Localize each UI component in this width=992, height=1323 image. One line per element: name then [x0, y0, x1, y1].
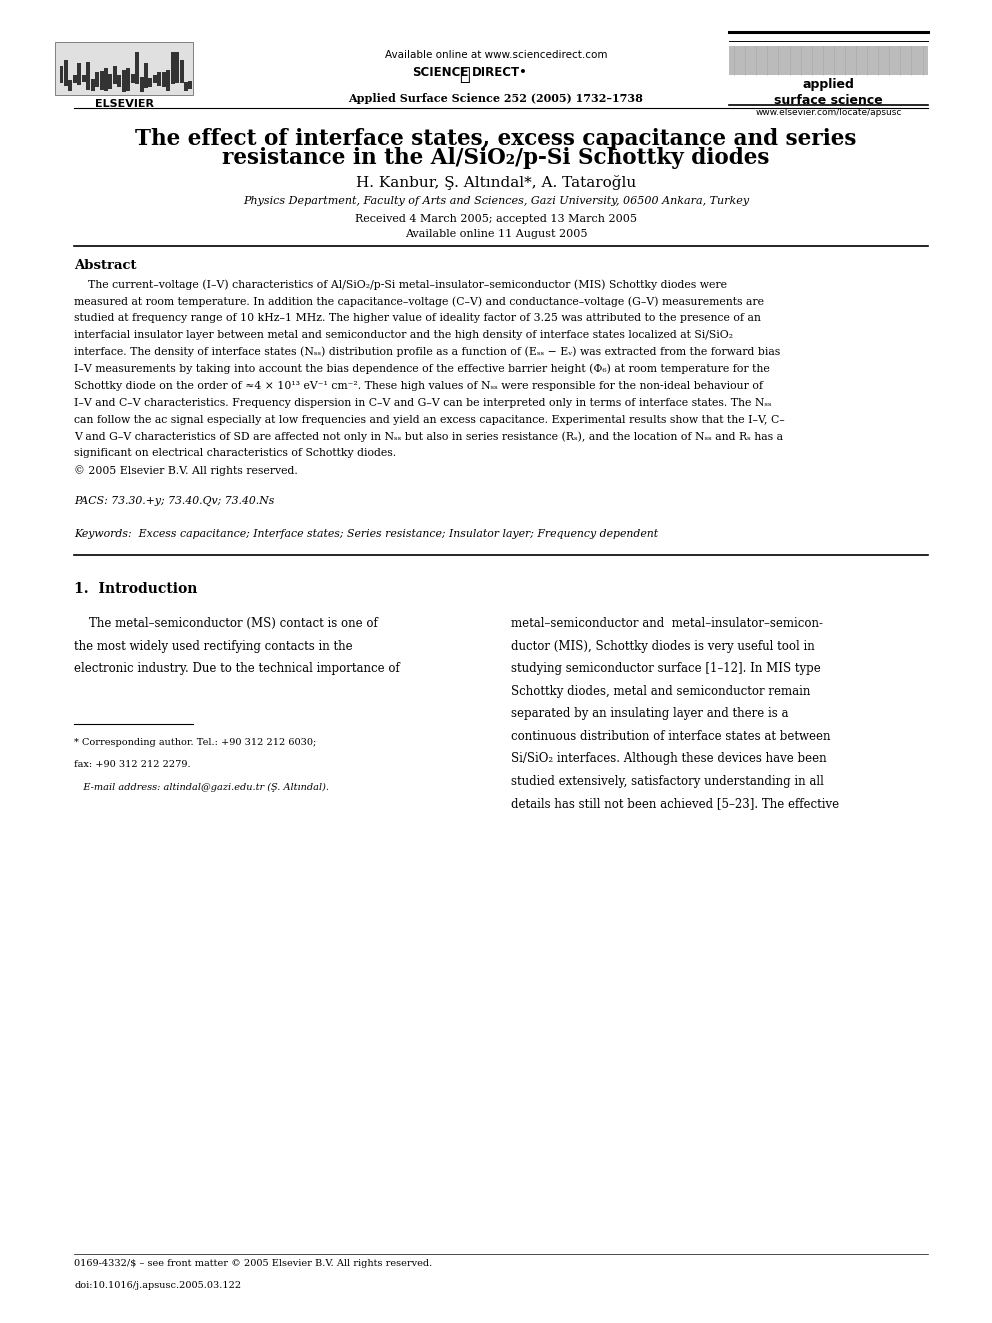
Text: Abstract: Abstract — [74, 259, 137, 273]
Text: V and G–V characteristics of SD are affected not only in Nₛₛ but also in series : V and G–V characteristics of SD are affe… — [74, 431, 784, 442]
Text: Schottky diodes, metal and semiconductor remain: Schottky diodes, metal and semiconductor… — [511, 685, 810, 697]
Text: SCIENCE: SCIENCE — [412, 66, 468, 79]
Text: interface. The density of interface states (Nₛₛ) distribution profile as a funct: interface. The density of interface stat… — [74, 347, 781, 357]
Text: doi:10.1016/j.apsusc.2005.03.122: doi:10.1016/j.apsusc.2005.03.122 — [74, 1281, 241, 1290]
Text: 1.  Introduction: 1. Introduction — [74, 582, 197, 595]
Text: Applied Surface Science 252 (2005) 1732–1738: Applied Surface Science 252 (2005) 1732–… — [348, 93, 644, 103]
Text: electronic industry. Due to the technical importance of: electronic industry. Due to the technica… — [74, 663, 400, 675]
Text: I–V measurements by taking into account the bias dependence of the effective bar: I–V measurements by taking into account … — [74, 364, 770, 374]
Text: measured at room temperature. In addition the capacitance–voltage (C–V) and cond: measured at room temperature. In additio… — [74, 296, 765, 307]
Text: © 2005 Elsevier B.V. All rights reserved.: © 2005 Elsevier B.V. All rights reserved… — [74, 466, 299, 476]
Bar — [149, 78, 153, 87]
Bar — [60, 66, 63, 82]
Bar — [55, 42, 193, 95]
Text: 0169-4332/$ – see front matter © 2005 Elsevier B.V. All rights reserved.: 0169-4332/$ – see front matter © 2005 El… — [74, 1259, 433, 1269]
Bar — [135, 52, 139, 85]
Text: applied: applied — [803, 78, 854, 91]
Text: separated by an insulating layer and there is a: separated by an insulating layer and the… — [511, 708, 789, 720]
Text: studied extensively, satisfactory understanding in all: studied extensively, satisfactory unders… — [511, 775, 823, 787]
Text: Available online at www.sciencedirect.com: Available online at www.sciencedirect.co… — [385, 50, 607, 61]
Text: The metal–semiconductor (MS) contact is one of: The metal–semiconductor (MS) contact is … — [74, 618, 378, 630]
Text: the most widely used rectifying contacts in the: the most widely used rectifying contacts… — [74, 640, 353, 652]
Bar — [72, 75, 76, 83]
Text: details has still not been achieved [5–23]. The effective: details has still not been achieved [5–2… — [511, 798, 839, 810]
Bar — [131, 74, 135, 82]
Text: studied at frequency range of 10 kHz–1 MHz. The higher value of ideality factor : studied at frequency range of 10 kHz–1 M… — [74, 314, 761, 323]
Bar — [729, 46, 928, 75]
Bar — [140, 77, 144, 91]
Text: interfacial insulator layer between metal and semiconductor and the high density: interfacial insulator layer between meta… — [74, 329, 733, 340]
Text: metal–semiconductor and  metal–insulator–semicon-: metal–semiconductor and metal–insulator–… — [511, 618, 823, 630]
Bar — [99, 71, 103, 90]
Bar — [117, 75, 121, 87]
Bar — [77, 62, 81, 85]
Text: Keywords:  Excess capacitance; Interface states; Series resistance; Insulator la: Keywords: Excess capacitance; Interface … — [74, 529, 659, 538]
Bar — [185, 82, 188, 90]
Bar — [162, 73, 166, 87]
Text: PACS: 73.30.+y; 73.40.Qv; 73.40.Ns: PACS: 73.30.+y; 73.40.Qv; 73.40.Ns — [74, 496, 275, 505]
Bar — [188, 81, 192, 89]
Bar — [167, 70, 171, 91]
Text: Available online 11 August 2005: Available online 11 August 2005 — [405, 229, 587, 239]
Bar — [171, 52, 175, 85]
Text: Schottky diode on the order of ≈4 × 10¹³ eV⁻¹ cm⁻². These high values of Nₛₛ wer: Schottky diode on the order of ≈4 × 10¹³… — [74, 381, 764, 390]
Text: * Corresponding author. Tel.: +90 312 212 6030;: * Corresponding author. Tel.: +90 312 21… — [74, 738, 316, 746]
Bar — [90, 79, 94, 91]
Bar — [68, 81, 72, 91]
Bar — [81, 75, 85, 82]
Text: The effect of interface states, excess capacitance and series: The effect of interface states, excess c… — [135, 128, 857, 151]
Text: ductor (MIS), Schottky diodes is very useful tool in: ductor (MIS), Schottky diodes is very us… — [511, 640, 814, 652]
Bar — [113, 66, 117, 85]
Bar — [144, 64, 148, 87]
Text: surface science: surface science — [774, 94, 883, 107]
Bar — [95, 73, 99, 87]
Text: can follow the ac signal especially at low frequencies and yield an excess capac: can follow the ac signal especially at l… — [74, 414, 785, 425]
Text: ELSEVIER: ELSEVIER — [94, 99, 154, 110]
Text: Si/SiO₂ interfaces. Although these devices have been: Si/SiO₂ interfaces. Although these devic… — [511, 753, 826, 765]
Text: significant on electrical characteristics of Schottky diodes.: significant on electrical characteristic… — [74, 448, 397, 459]
Bar — [153, 75, 157, 83]
Bar — [63, 61, 67, 86]
Text: Physics Department, Faculty of Arts and Sciences, Gazi University, 06500 Ankara,: Physics Department, Faculty of Arts and … — [243, 196, 749, 206]
Text: resistance in the Al/SiO₂/p-Si Schottky diodes: resistance in the Al/SiO₂/p-Si Schottky … — [222, 147, 770, 169]
Bar — [158, 73, 162, 86]
Bar — [176, 52, 180, 83]
Bar — [126, 67, 130, 91]
Bar — [122, 70, 126, 93]
Text: DIRECT•: DIRECT• — [472, 66, 528, 79]
Bar — [104, 69, 108, 91]
Text: fax: +90 312 212 2279.: fax: +90 312 212 2279. — [74, 761, 191, 769]
Text: ⓓ: ⓓ — [459, 66, 470, 85]
Bar — [180, 61, 184, 83]
Text: The current–voltage (I–V) characteristics of Al/SiO₂/p-Si metal–insulator–semico: The current–voltage (I–V) characteristic… — [74, 279, 727, 290]
Text: www.elsevier.com/locate/apsusc: www.elsevier.com/locate/apsusc — [755, 108, 902, 118]
Text: I–V and C–V characteristics. Frequency dispersion in C–V and G–V can be interpre: I–V and C–V characteristics. Frequency d… — [74, 398, 772, 407]
Text: continuous distribution of interface states at between: continuous distribution of interface sta… — [511, 730, 830, 742]
Text: H. Kanbur, Ş. Altındal*, A. Tataroğlu: H. Kanbur, Ş. Altındal*, A. Tataroğlu — [356, 175, 636, 189]
Bar — [86, 62, 90, 90]
Text: Received 4 March 2005; accepted 13 March 2005: Received 4 March 2005; accepted 13 March… — [355, 214, 637, 225]
Text: studying semiconductor surface [1–12]. In MIS type: studying semiconductor surface [1–12]. I… — [511, 663, 820, 675]
Text: E-mail address: altindal@gazi.edu.tr (Ş. Altındal).: E-mail address: altindal@gazi.edu.tr (Ş.… — [74, 783, 329, 791]
Bar — [108, 74, 112, 89]
